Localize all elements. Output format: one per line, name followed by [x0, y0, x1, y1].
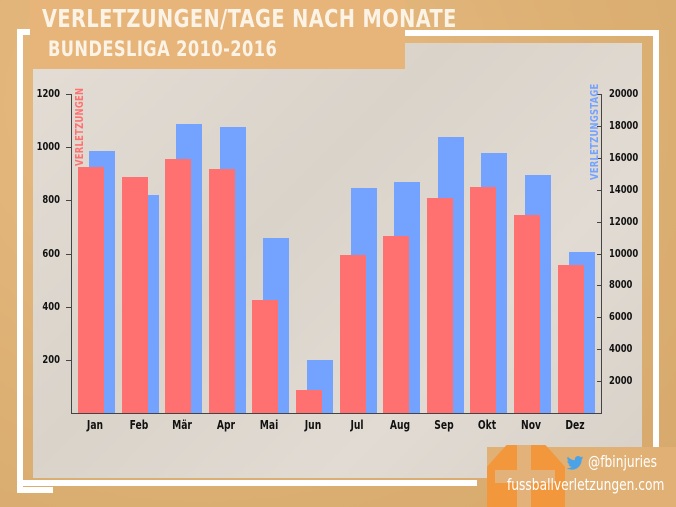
bar-verletzungen	[426, 197, 453, 413]
y-tick	[66, 306, 71, 308]
x-tick-label: Jan	[86, 418, 104, 432]
y2-tick-label: 8000	[609, 278, 633, 292]
y2-tick	[597, 94, 602, 95]
bar-verletzungen	[339, 254, 366, 413]
y2-tick-label: 2000	[609, 374, 633, 388]
y2-tick	[597, 221, 602, 223]
y2-tick	[597, 157, 602, 159]
x-tick-label: Sep	[434, 418, 454, 432]
bar-verletzungen	[78, 166, 104, 413]
twitter-bird-icon	[566, 456, 584, 470]
x-tick-label: Dez	[564, 418, 585, 432]
y-tick	[66, 94, 71, 95]
y2-tick-label: 16000	[609, 150, 639, 164]
y2-tick-label: 14000	[609, 182, 639, 196]
y2-tick	[597, 189, 602, 191]
y2-tick	[597, 125, 602, 127]
y-tick-label: 1000	[36, 140, 60, 154]
x-tick-label: Jun	[304, 418, 322, 432]
x-tick-label: Aug	[390, 418, 411, 432]
logo-cross-horizontal	[495, 470, 555, 483]
plot-area	[71, 94, 602, 414]
y2-tick	[597, 317, 602, 319]
twitter-handle[interactable]: @fbinjuries	[588, 452, 657, 471]
bar-verletzungen	[470, 187, 497, 413]
y2-tick-label: 4000	[609, 342, 633, 356]
title-banner	[30, 0, 405, 69]
x-tick-label: Mär	[172, 418, 193, 432]
bar-verletzungen	[252, 299, 279, 413]
y2-tick	[597, 285, 602, 287]
bar-verletzungen	[121, 176, 148, 413]
y-tick-label: 600	[42, 246, 60, 260]
y2-tick-label: 12000	[609, 214, 639, 228]
frame-border-bottom	[17, 480, 477, 486]
bar-verletzungen	[383, 235, 410, 413]
y-tick-label: 400	[42, 299, 60, 313]
y-tick	[66, 200, 71, 202]
bar-verletzungen	[557, 265, 584, 413]
y-tick	[66, 359, 71, 361]
chart-subtitle: BUNDESLIGA 2010-2016	[48, 37, 278, 61]
y2-tick	[597, 253, 602, 255]
bar-verletzungen	[514, 214, 540, 413]
bar-verletzungen	[296, 390, 322, 413]
y-tick-label: 1200	[36, 87, 60, 100]
website-link[interactable]: fussballverletzungen.com	[507, 475, 665, 494]
y-tick	[66, 253, 71, 255]
y2-tick	[597, 381, 602, 383]
y2-tick-label: 6000	[609, 310, 633, 324]
x-tick-label: Feb	[129, 418, 148, 432]
y2-tick-label: 18000	[609, 118, 639, 132]
x-tick-label: Mai	[260, 418, 279, 432]
x-tick-label: Nov	[521, 418, 541, 432]
y2-tick	[597, 349, 602, 351]
x-tick-label: Okt	[478, 418, 497, 432]
y-tick-label: 800	[42, 193, 60, 207]
x-tick-label: Jul	[350, 418, 364, 432]
y-tick-label: 200	[42, 352, 60, 366]
y2-tick-label: 10000	[609, 246, 639, 260]
bar-verletzungen	[165, 159, 192, 413]
right-axis-title: VERLETZUNGSTAGE	[588, 83, 601, 180]
y2-tick-label: 20000	[609, 87, 639, 100]
frame-border-right	[400, 30, 659, 450]
bar-verletzungen	[208, 168, 235, 413]
y-tick	[66, 147, 71, 149]
chart-title: VERLETZUNGEN/TAGE NACH MONATE	[42, 4, 457, 33]
left-axis-title: VERLETZUNGEN	[73, 87, 86, 166]
x-tick-label: Apr	[216, 418, 235, 432]
